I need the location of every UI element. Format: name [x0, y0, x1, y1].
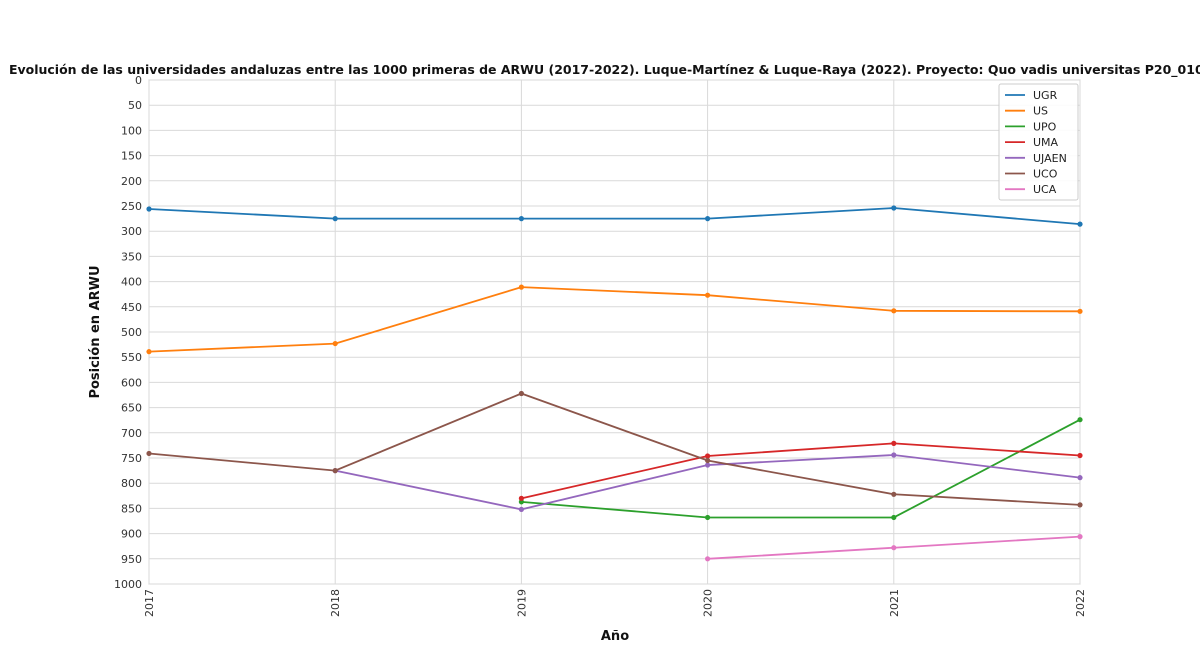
y-tick-label: 0 — [135, 74, 142, 87]
legend-item-uca: UCA — [1005, 183, 1057, 196]
data-point-us — [891, 308, 897, 314]
y-tick-label: 300 — [121, 225, 142, 238]
data-point-ujaen — [1077, 475, 1083, 481]
data-point-uca — [1077, 534, 1083, 540]
y-tick-label: 350 — [121, 250, 142, 263]
legend-label: UCO — [1033, 168, 1058, 181]
legend-label: UGR — [1033, 89, 1058, 102]
data-point-us — [332, 340, 338, 347]
series-uca — [705, 534, 1083, 562]
y-tick-label: 400 — [121, 276, 142, 289]
data-point-uco — [332, 468, 338, 474]
data-point-us — [705, 292, 711, 298]
legend-box — [998, 83, 1079, 201]
data-point-uco — [518, 390, 525, 397]
data-point-ujaen — [705, 462, 711, 468]
legend-label: UMA — [1033, 136, 1059, 149]
series-layer — [146, 205, 1083, 562]
y-axis-label: Posición en ARWU — [88, 265, 103, 398]
data-point-ugr — [891, 205, 897, 211]
y-axis: 0 50 100 150 200 250 300 350 400 450 500 550 600 650 7… — [114, 74, 142, 591]
x-axis: 2017 2018 2019 2020 2021 2022 — [143, 589, 1087, 617]
legend-item-ujaen: UJAEN — [1005, 152, 1067, 165]
legend-label: UCA — [1033, 183, 1057, 196]
y-tick-label: 200 — [121, 175, 142, 188]
x-tick-label: 2021 — [888, 589, 901, 617]
series-line-uma — [521, 442, 1081, 500]
y-tick-label: 750 — [121, 452, 142, 465]
y-tick-label: 650 — [121, 402, 142, 415]
legend-label: US — [1033, 105, 1048, 118]
series-line-uco — [148, 392, 1081, 506]
data-point-uco — [705, 457, 711, 464]
chart-title: Evolución de las universidades andaluzas… — [9, 62, 1200, 78]
data-point-ugr — [518, 216, 525, 222]
y-tick-label: 500 — [121, 326, 142, 339]
x-tick-label: 2019 — [515, 589, 528, 617]
legend-item-ugr: UGR — [1005, 89, 1058, 102]
legend-item-uma: UMA — [1005, 136, 1059, 149]
data-point-us — [1077, 308, 1083, 314]
y-tick-label: 700 — [121, 427, 142, 440]
y-tick-label: 450 — [121, 301, 142, 314]
grid-layer — [148, 79, 1081, 585]
y-tick-label: 100 — [121, 124, 142, 137]
data-point-uco — [1077, 502, 1083, 508]
data-point-ujaen — [518, 506, 525, 513]
data-point-ugr — [705, 216, 711, 222]
y-tick-label: 950 — [121, 553, 142, 566]
x-tick-label: 2017 — [143, 589, 156, 617]
y-tick-label: 900 — [121, 528, 142, 541]
series-uma — [518, 440, 1083, 501]
series-upo — [518, 417, 1083, 521]
data-point-uma — [891, 440, 897, 446]
x-tick-label: 2018 — [329, 589, 342, 617]
x-tick-label: 2022 — [1074, 589, 1087, 617]
series-line-ugr — [148, 207, 1081, 226]
data-point-us — [146, 349, 152, 355]
y-tick-label: 1000 — [114, 578, 142, 591]
y-tick-label: 150 — [121, 150, 142, 163]
data-point-upo — [1077, 417, 1083, 423]
series-us — [146, 284, 1083, 355]
data-point-uma — [1077, 452, 1083, 459]
data-point-uco — [146, 450, 152, 457]
data-point-uma — [705, 453, 711, 459]
data-point-ugr — [146, 206, 152, 212]
legend-label: UPO — [1033, 120, 1057, 133]
legend-item-upo: UPO — [1005, 120, 1057, 133]
data-point-upo — [891, 514, 897, 521]
series-line-us — [148, 286, 1081, 353]
legend-item-uco: UCO — [1005, 168, 1058, 181]
data-point-uca — [705, 556, 711, 562]
legend-item-us: US — [1005, 105, 1048, 118]
data-point-us — [518, 284, 525, 290]
data-point-uca — [891, 545, 897, 551]
data-point-uco — [891, 491, 897, 497]
y-tick-label: 600 — [121, 376, 142, 389]
data-point-ujaen — [891, 452, 897, 458]
y-tick-label: 250 — [121, 200, 142, 213]
y-tick-label: 850 — [121, 502, 142, 515]
data-point-uma — [518, 495, 525, 501]
series-uco — [146, 390, 1083, 508]
data-point-ugr — [1077, 221, 1083, 227]
data-point-upo — [705, 514, 711, 521]
x-tick-label: 2020 — [702, 589, 715, 617]
y-tick-label: 550 — [121, 351, 142, 364]
legend-label: UJAEN — [1033, 152, 1067, 165]
series-ugr — [146, 205, 1083, 227]
y-tick-label: 50 — [128, 99, 142, 112]
series-line-upo — [521, 418, 1081, 519]
x-axis-label: Año — [601, 629, 629, 644]
legend: UGR US UPO UMA UJAEN UCO UCA — [998, 83, 1079, 201]
data-point-ugr — [332, 216, 338, 222]
y-tick-label: 800 — [121, 477, 142, 490]
